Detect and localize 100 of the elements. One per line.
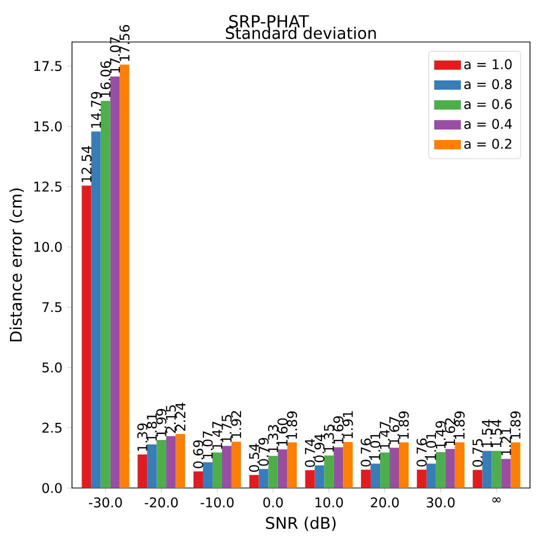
bar <box>91 131 101 488</box>
data-label: 1.89 <box>454 411 465 439</box>
bar <box>249 474 259 488</box>
data-label: 1.89 <box>510 411 521 439</box>
bar <box>510 442 520 488</box>
data-label: 0.94 <box>314 434 324 462</box>
y-tick-label: 2.5 <box>42 422 62 433</box>
bar <box>193 471 203 488</box>
data-label: 0.54 <box>249 444 260 472</box>
legend-label: a = 1.0 <box>464 59 512 70</box>
bar <box>399 442 409 488</box>
bar <box>390 448 400 488</box>
bar <box>436 452 446 488</box>
data-label: 1.54 <box>492 420 502 448</box>
data-label: 1.99 <box>156 409 166 436</box>
data-label: 1.69 <box>333 416 344 444</box>
bar <box>120 64 130 488</box>
bar <box>482 450 492 488</box>
data-label: 1.67 <box>389 416 400 444</box>
data-label: 2.24 <box>175 402 186 431</box>
bar <box>138 454 148 488</box>
bar <box>343 442 353 488</box>
data-label: 1.89 <box>398 411 409 439</box>
data-label: 0.74 <box>304 438 315 468</box>
bar <box>278 449 288 488</box>
bar <box>472 470 482 488</box>
data-label: 1.47 <box>212 422 222 449</box>
y-tick-label: 17.5 <box>34 61 62 72</box>
x-tick-label: 10.0 <box>316 497 343 508</box>
y-tick-label: 12.5 <box>34 182 62 192</box>
data-label: 16.06 <box>100 61 111 98</box>
bar <box>287 442 297 488</box>
data-label: 0.79 <box>258 438 269 466</box>
chart-subtitle: Standard deviation <box>226 26 376 40</box>
legend-label: a = 0.6 <box>464 98 512 110</box>
data-label: 0.76 <box>416 438 427 467</box>
data-label: 1.47 <box>380 422 390 449</box>
x-tick-label: -20.0 <box>144 497 178 508</box>
x-axis-title: SNR (dB) <box>266 516 336 531</box>
bar <box>110 76 120 488</box>
y-tick-label: 7.5 <box>42 302 62 312</box>
bar <box>501 458 511 488</box>
bar <box>231 442 241 488</box>
bar <box>305 470 315 488</box>
x-tick-label: 0.0 <box>263 497 283 508</box>
y-tick-label: 5.0 <box>42 362 62 372</box>
data-label: 1.01 <box>426 432 436 460</box>
bar <box>176 434 186 488</box>
data-label: 2.15 <box>166 405 176 433</box>
data-label: 1.39 <box>137 423 148 451</box>
data-label: 1.81 <box>146 414 157 441</box>
data-label: 1.21 <box>501 428 511 456</box>
data-label: 1.07 <box>202 431 213 458</box>
bar <box>361 470 371 488</box>
data-label: 1.91 <box>342 411 353 438</box>
data-label: 14.79 <box>90 92 102 128</box>
data-label: 1.89 <box>287 411 298 439</box>
bar <box>147 444 157 488</box>
bar <box>314 465 324 488</box>
data-label: 1.60 <box>278 418 288 446</box>
bar <box>202 462 212 488</box>
bar <box>82 186 92 488</box>
bar <box>258 468 268 488</box>
bar <box>268 456 278 488</box>
bar <box>212 452 222 488</box>
bar <box>156 440 166 488</box>
data-label: 0.76 <box>360 438 371 467</box>
bar <box>445 448 455 488</box>
data-label: 1.35 <box>324 424 334 452</box>
y-tick-label: 10.0 <box>34 242 62 252</box>
data-label: 0.69 <box>193 440 204 468</box>
bar <box>334 447 344 488</box>
y-axis-title: Distance error (cm) <box>10 188 24 342</box>
y-tick-label: 0.0 <box>42 482 62 494</box>
bar <box>100 100 110 488</box>
data-label: 17.07 <box>110 37 120 73</box>
chart-title: SRP-PHAT <box>229 15 309 28</box>
bar <box>370 464 380 488</box>
data-label: 1.49 <box>436 421 446 448</box>
legend-label: a = 0.8 <box>464 79 512 90</box>
x-tick-label: -30.0 <box>88 497 122 508</box>
data-label: 1.75 <box>222 415 232 442</box>
bar <box>426 464 436 488</box>
data-label: 12.54 <box>81 146 92 182</box>
x-tick-label: ∞ <box>492 497 501 502</box>
legend-label: a = 0.2 <box>464 138 512 149</box>
y-tick-label: 15.0 <box>34 121 62 132</box>
bar <box>380 452 390 488</box>
x-tick-label: -10.0 <box>200 497 234 508</box>
bar <box>324 455 334 488</box>
data-label: 1.54 <box>482 420 492 448</box>
bar <box>222 446 232 488</box>
x-tick-label: 20.0 <box>370 497 399 508</box>
data-label: 1.33 <box>268 425 278 452</box>
bar <box>416 470 426 488</box>
data-label: 1.92 <box>231 411 242 438</box>
data-label: 0.75 <box>472 439 483 467</box>
legend-label: a = 0.4 <box>464 118 512 129</box>
bar <box>166 436 176 488</box>
bar <box>492 450 502 488</box>
